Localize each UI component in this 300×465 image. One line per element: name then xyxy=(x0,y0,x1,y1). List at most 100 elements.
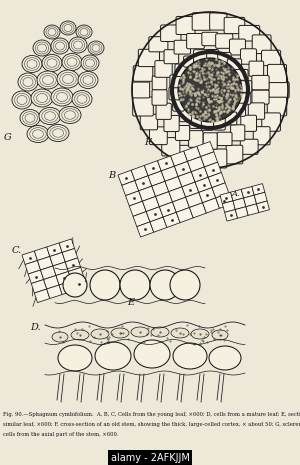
Polygon shape xyxy=(231,189,244,201)
Circle shape xyxy=(120,270,150,300)
FancyBboxPatch shape xyxy=(183,86,193,97)
Ellipse shape xyxy=(42,54,62,72)
Polygon shape xyxy=(31,279,47,293)
FancyBboxPatch shape xyxy=(185,76,195,86)
Polygon shape xyxy=(148,171,165,186)
Text: Fig. 90.—Sphagnum cymbifolium.  A, B, C, Cells from the young leaf, ×600; D, cel: Fig. 90.—Sphagnum cymbifolium. A, B, C, … xyxy=(3,412,300,417)
FancyBboxPatch shape xyxy=(239,26,260,41)
FancyBboxPatch shape xyxy=(169,87,182,100)
Polygon shape xyxy=(165,177,182,192)
Ellipse shape xyxy=(72,91,92,107)
FancyBboxPatch shape xyxy=(140,114,158,130)
Polygon shape xyxy=(40,266,56,279)
FancyBboxPatch shape xyxy=(133,66,153,81)
Polygon shape xyxy=(188,157,205,172)
Text: alamy - 2AFKJJM: alamy - 2AFKJJM xyxy=(111,453,189,463)
Polygon shape xyxy=(71,277,87,291)
Text: A.: A. xyxy=(232,190,241,198)
FancyBboxPatch shape xyxy=(190,68,201,79)
Polygon shape xyxy=(205,162,221,177)
Polygon shape xyxy=(256,201,269,213)
FancyBboxPatch shape xyxy=(249,61,264,76)
Polygon shape xyxy=(22,251,38,265)
FancyBboxPatch shape xyxy=(227,84,237,93)
Ellipse shape xyxy=(131,327,149,337)
Polygon shape xyxy=(246,204,259,215)
Polygon shape xyxy=(208,173,225,187)
Ellipse shape xyxy=(51,88,73,106)
FancyBboxPatch shape xyxy=(201,120,214,130)
FancyBboxPatch shape xyxy=(138,49,160,66)
FancyBboxPatch shape xyxy=(252,35,271,53)
FancyBboxPatch shape xyxy=(224,74,235,85)
Polygon shape xyxy=(144,160,161,176)
Polygon shape xyxy=(50,252,65,266)
Ellipse shape xyxy=(151,327,169,337)
FancyBboxPatch shape xyxy=(241,115,256,131)
FancyBboxPatch shape xyxy=(232,103,245,116)
Polygon shape xyxy=(68,267,84,281)
FancyBboxPatch shape xyxy=(194,50,208,63)
Ellipse shape xyxy=(57,70,79,88)
Polygon shape xyxy=(216,193,233,208)
Polygon shape xyxy=(199,187,216,203)
FancyBboxPatch shape xyxy=(173,99,184,111)
Ellipse shape xyxy=(134,340,170,368)
FancyBboxPatch shape xyxy=(238,81,252,93)
Polygon shape xyxy=(34,247,50,260)
FancyBboxPatch shape xyxy=(237,93,251,104)
FancyBboxPatch shape xyxy=(214,117,225,130)
FancyBboxPatch shape xyxy=(268,64,286,83)
Circle shape xyxy=(170,270,200,300)
FancyBboxPatch shape xyxy=(230,39,245,55)
FancyBboxPatch shape xyxy=(210,13,227,30)
Polygon shape xyxy=(65,258,81,272)
FancyBboxPatch shape xyxy=(210,149,227,168)
Polygon shape xyxy=(212,183,229,198)
FancyBboxPatch shape xyxy=(216,34,233,48)
Ellipse shape xyxy=(111,328,129,338)
FancyBboxPatch shape xyxy=(149,37,168,52)
Text: D.: D. xyxy=(30,323,40,332)
FancyBboxPatch shape xyxy=(253,126,270,145)
Polygon shape xyxy=(118,170,135,186)
FancyBboxPatch shape xyxy=(211,106,221,117)
Ellipse shape xyxy=(95,342,131,370)
Polygon shape xyxy=(197,141,214,157)
Ellipse shape xyxy=(52,332,68,342)
Ellipse shape xyxy=(171,328,189,338)
FancyBboxPatch shape xyxy=(218,67,228,77)
FancyBboxPatch shape xyxy=(241,49,256,64)
Polygon shape xyxy=(56,272,71,285)
FancyBboxPatch shape xyxy=(192,13,211,30)
Polygon shape xyxy=(129,201,146,216)
Polygon shape xyxy=(142,196,159,212)
Ellipse shape xyxy=(51,38,69,54)
Ellipse shape xyxy=(18,73,38,91)
FancyBboxPatch shape xyxy=(224,94,236,103)
FancyBboxPatch shape xyxy=(231,125,245,141)
Ellipse shape xyxy=(88,41,104,55)
Polygon shape xyxy=(34,289,50,303)
Polygon shape xyxy=(176,207,193,223)
FancyBboxPatch shape xyxy=(267,97,287,116)
Polygon shape xyxy=(59,281,74,294)
Polygon shape xyxy=(122,180,139,196)
FancyBboxPatch shape xyxy=(170,75,182,88)
FancyBboxPatch shape xyxy=(240,139,258,154)
FancyBboxPatch shape xyxy=(192,103,202,113)
Polygon shape xyxy=(184,146,201,161)
FancyBboxPatch shape xyxy=(155,60,172,77)
FancyBboxPatch shape xyxy=(208,63,219,73)
Polygon shape xyxy=(182,182,199,197)
FancyBboxPatch shape xyxy=(224,112,237,125)
Polygon shape xyxy=(44,275,59,289)
FancyBboxPatch shape xyxy=(186,95,196,106)
Polygon shape xyxy=(171,151,188,166)
Ellipse shape xyxy=(62,53,82,71)
Polygon shape xyxy=(139,186,156,201)
FancyBboxPatch shape xyxy=(132,82,150,98)
FancyBboxPatch shape xyxy=(156,103,171,120)
FancyBboxPatch shape xyxy=(164,50,179,64)
Polygon shape xyxy=(158,156,174,171)
